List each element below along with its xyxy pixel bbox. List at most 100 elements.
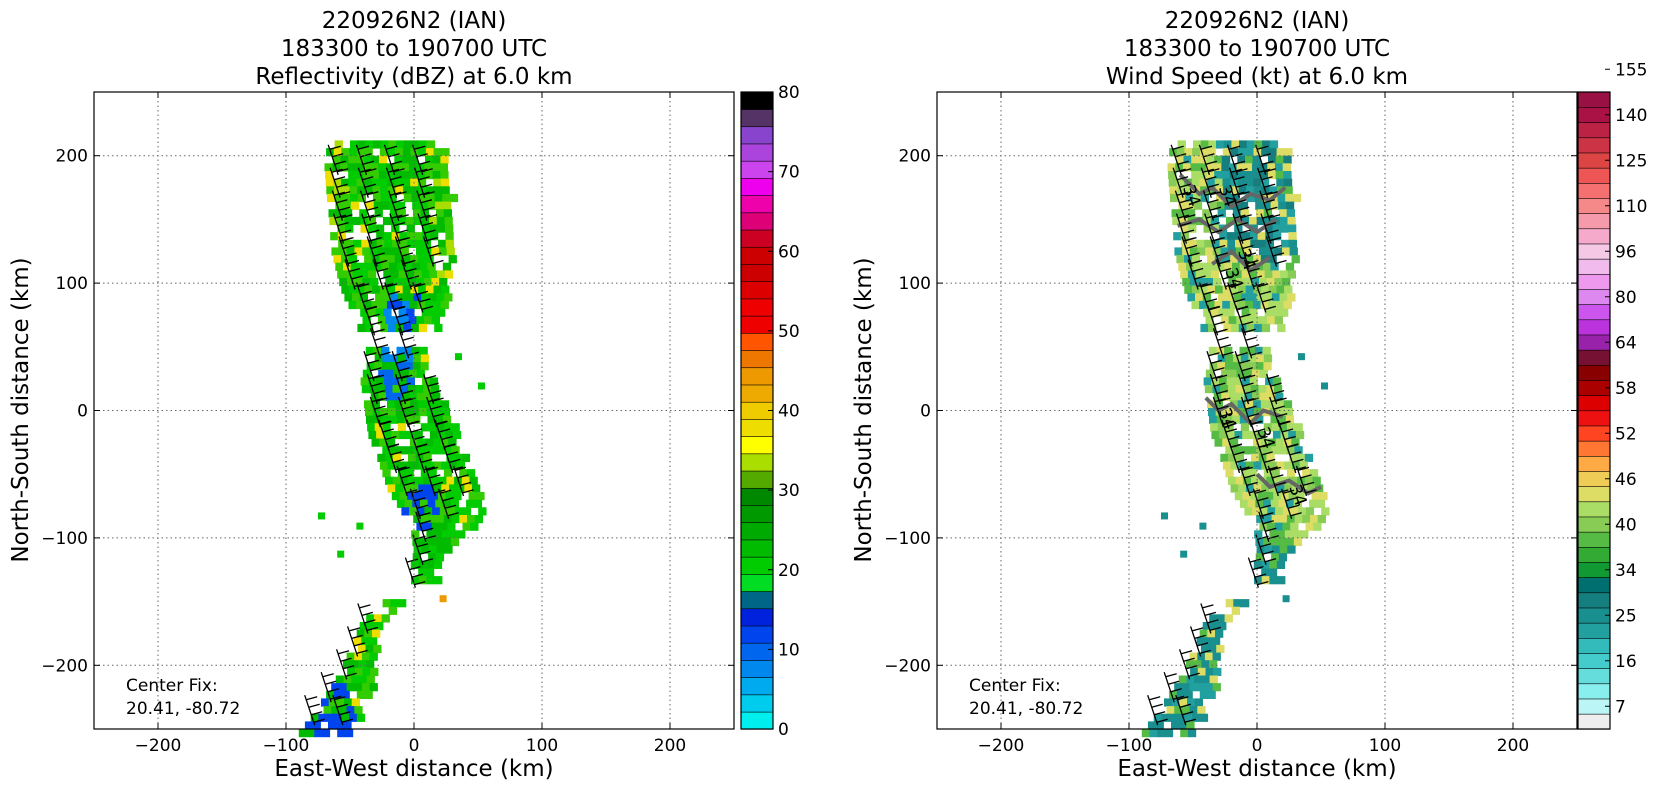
field-cell <box>369 385 378 394</box>
field-cell <box>1231 323 1240 333</box>
field-cell <box>410 461 419 470</box>
field-cell <box>361 637 370 646</box>
y-tick-label: −100 <box>41 529 88 549</box>
field-cell <box>395 148 404 157</box>
field-cell <box>346 278 356 287</box>
left-title-line-1: 220926N2 (IAN) <box>322 8 507 34</box>
field-cell <box>372 186 381 195</box>
field-cell <box>436 545 445 554</box>
field-cell <box>1264 545 1273 554</box>
colorbar-swatch <box>1577 637 1611 654</box>
field-cell <box>1209 660 1218 669</box>
field-cell <box>304 721 314 730</box>
field-cell <box>1147 721 1157 730</box>
field-cell <box>1241 308 1250 317</box>
field-cell <box>429 430 439 440</box>
field-cell <box>398 308 407 317</box>
field-cell <box>420 362 429 371</box>
colorbar-swatch <box>740 212 774 231</box>
field-cell <box>1213 278 1222 287</box>
field-cell <box>368 224 377 233</box>
field-cell <box>423 247 432 256</box>
field-cell <box>407 492 416 501</box>
field-cell <box>1235 476 1244 485</box>
field-cell <box>365 323 374 333</box>
colorbar-swatch <box>740 625 774 644</box>
field-cell <box>1251 476 1260 485</box>
field-cell <box>369 247 379 256</box>
field-cell <box>406 430 416 440</box>
field-cell <box>1200 644 1210 654</box>
field-cell <box>1231 193 1240 203</box>
x-tick-label: −200 <box>978 736 1025 756</box>
field-cell <box>1284 285 1293 294</box>
field-cell <box>362 667 371 676</box>
field-cell <box>1282 522 1291 531</box>
field-cell <box>454 453 463 462</box>
field-cell <box>1248 446 1257 455</box>
field-cell <box>1275 507 1284 516</box>
colorbar-swatch <box>1577 182 1611 199</box>
field-cell <box>1245 461 1255 470</box>
field-cell <box>1258 385 1267 394</box>
field-cell <box>379 438 388 447</box>
field-cell <box>1213 667 1222 676</box>
field-cell <box>346 652 355 661</box>
field-cell <box>1205 278 1214 287</box>
field-cell <box>418 576 427 585</box>
field-cell <box>388 140 397 149</box>
field-cell <box>1190 163 1199 172</box>
field-cell <box>1277 323 1286 333</box>
x-tick-label: 200 <box>1497 736 1529 756</box>
field-cell <box>1268 300 1277 310</box>
field-cell <box>1256 515 1265 524</box>
field-cell <box>1202 622 1211 631</box>
field-cell <box>389 209 399 218</box>
wind-barb <box>424 465 446 497</box>
field-cell <box>430 232 439 241</box>
wind-barb <box>1259 190 1281 221</box>
field-cell <box>1197 278 1206 287</box>
field-cell <box>1206 300 1216 310</box>
field-cell <box>337 232 347 241</box>
field-cell <box>1228 369 1238 378</box>
field-cell <box>1254 140 1263 149</box>
field-cell <box>1197 683 1206 692</box>
field-cell <box>436 423 445 432</box>
field-cell <box>326 713 335 722</box>
field-cell <box>406 377 415 386</box>
field-cell <box>1191 300 1200 310</box>
field-cell <box>1255 201 1264 210</box>
field-cell <box>1261 484 1270 493</box>
colorbar-frame <box>1577 91 1611 730</box>
field-cell <box>1231 140 1240 149</box>
field-cell <box>1268 438 1277 447</box>
field-cell <box>1187 729 1197 738</box>
field-cell <box>1264 270 1273 279</box>
field-cell <box>354 667 364 676</box>
field-cell <box>341 713 350 722</box>
colorbar-tick-label: 10 <box>778 640 800 660</box>
field-cell <box>421 224 431 233</box>
contour-34kt <box>1177 217 1278 235</box>
field-cell <box>1202 209 1211 218</box>
field-cell <box>1285 193 1294 203</box>
field-cell <box>1285 262 1295 271</box>
field-cell <box>1275 300 1285 310</box>
field-cell <box>1265 492 1274 501</box>
colorbar-swatch <box>1577 137 1611 154</box>
field-cell <box>1192 713 1201 722</box>
field-cell <box>412 537 421 547</box>
field-cell <box>444 293 453 302</box>
field-cell <box>419 193 428 203</box>
field-cell <box>1272 430 1282 440</box>
wind-barb <box>383 144 405 176</box>
field-cell <box>388 606 397 615</box>
field-cell <box>1207 285 1216 294</box>
field-cell <box>1263 354 1273 363</box>
field-cell <box>1226 308 1235 317</box>
field-cell <box>448 255 457 264</box>
field-cell <box>1249 270 1258 279</box>
field-cell <box>1283 171 1292 180</box>
field-cell <box>348 178 358 187</box>
